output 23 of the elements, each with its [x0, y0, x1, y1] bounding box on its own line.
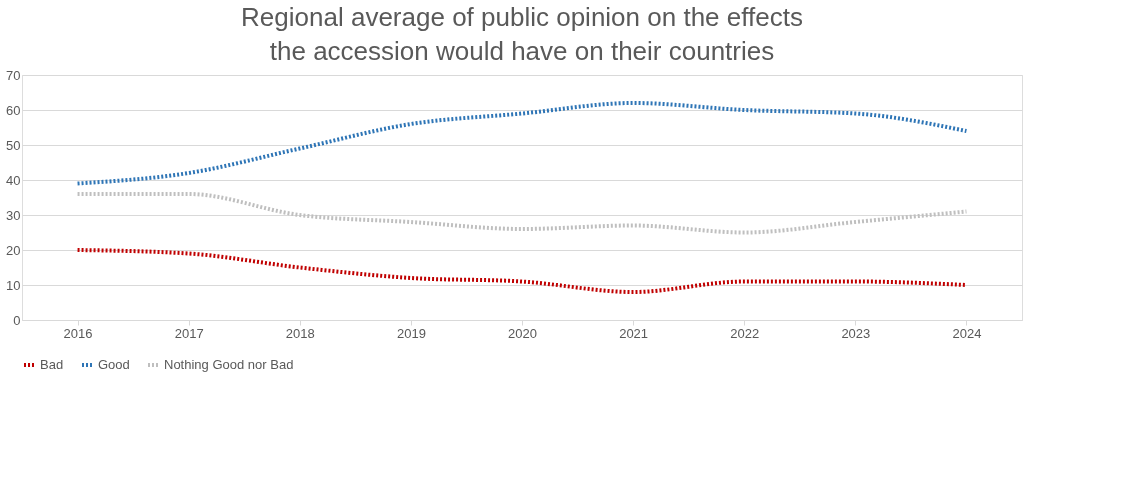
y-tick-label: 50	[6, 137, 21, 153]
x-tick-label: 2020	[508, 325, 537, 341]
legend-label: Good	[98, 357, 130, 372]
x-tick-label: 2024	[952, 325, 982, 341]
y-tick-label: 0	[13, 312, 21, 328]
x-tick-label: 2017	[174, 325, 204, 341]
y-tick-label: 40	[6, 172, 21, 188]
x-tick-label: 2022	[730, 325, 760, 341]
x-tick-label: 2019	[396, 325, 426, 341]
x-tick-label: 2021	[619, 325, 649, 341]
line-series	[75, 192, 969, 235]
x-tick-label: 2018	[285, 325, 315, 341]
y-tick-label: 30	[6, 207, 21, 223]
x-tick-label: 2023	[841, 325, 871, 341]
legend-label: Nothing Good nor Bad	[164, 357, 294, 372]
legend-label: Bad	[40, 357, 64, 372]
y-tick-label: 20	[6, 242, 21, 258]
line-series	[75, 101, 969, 186]
y-tick-label: 60	[6, 102, 21, 118]
x-tick-label: 2016	[63, 325, 93, 341]
y-tick-label: 10	[6, 277, 21, 293]
y-tick-label: 70	[6, 67, 21, 83]
chart-title: Regional average of public opinion on the effects the accession would have on their countries	[241, 2, 803, 66]
